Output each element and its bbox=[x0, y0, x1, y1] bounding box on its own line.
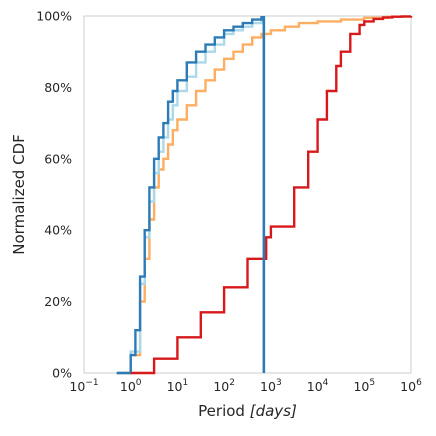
cdf-series-line-3 bbox=[116, 16, 263, 375]
x-axis-label-prefix: Period bbox=[198, 402, 250, 420]
y-tick-label: 100% bbox=[36, 9, 72, 24]
y-tick-label: 40% bbox=[44, 223, 72, 238]
x-tick-label: 10−1 bbox=[69, 378, 98, 394]
x-axis-label-unit: [days] bbox=[250, 402, 297, 420]
x-tick-label: 103 bbox=[260, 378, 282, 394]
x-tick-label: 102 bbox=[213, 378, 235, 394]
y-tick-label: 0% bbox=[52, 366, 72, 381]
y-axis-label: Normalized CDF bbox=[10, 134, 28, 254]
y-tick-label: 60% bbox=[44, 151, 72, 166]
y-tick-label: 20% bbox=[44, 294, 72, 309]
x-tick-label: 105 bbox=[353, 378, 375, 394]
plot-area bbox=[83, 15, 412, 374]
y-tick-labels: 0% 20% 40% 60% 80% 100% bbox=[36, 9, 72, 381]
series-layer bbox=[116, 15, 413, 375]
cdf-series-line-4 bbox=[130, 15, 413, 375]
x-tick-label: 104 bbox=[307, 378, 329, 394]
x-axis-label: Period [days] bbox=[198, 402, 297, 420]
x-tick-label: 100 bbox=[120, 378, 142, 394]
x-tick-labels: 10−1 100 101 102 103 104 105 106 bbox=[69, 378, 422, 394]
x-tick-label: 106 bbox=[400, 378, 422, 394]
x-tick-label: 101 bbox=[167, 378, 189, 394]
cdf-series-line-1 bbox=[116, 15, 413, 375]
y-tick-label: 80% bbox=[44, 80, 72, 95]
